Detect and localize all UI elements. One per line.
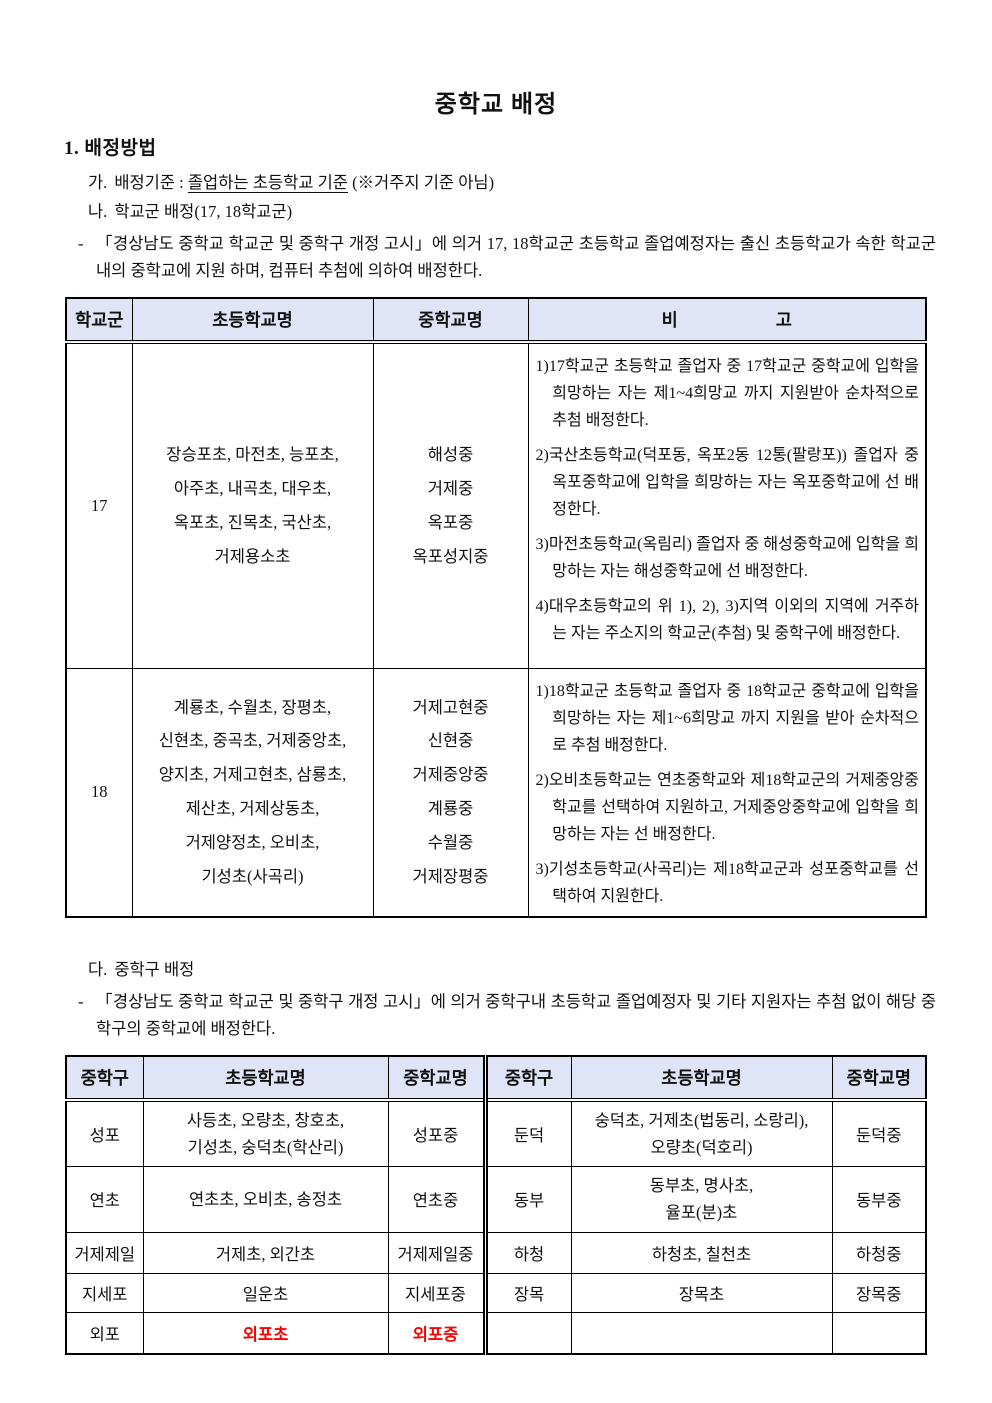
group18-notes-cell: 1)18학교군 초등학교 졸업자 중 18학교군 중학교에 입학을 희망하는 자…: [527, 667, 927, 917]
elementary-cell: 사등초, 오량초, 창호초, 기성초, 숭덕초(학산리): [142, 1099, 389, 1167]
elementary-cell: 거제초, 외간초: [142, 1231, 389, 1274]
table1-header-row: 학교군 초등학교명 중학교명 비 고: [65, 297, 927, 344]
table1-header-elementary: 초등학교명: [131, 297, 374, 344]
district-cell: 연초: [65, 1165, 144, 1233]
middle-cell: 거제제일중: [387, 1231, 486, 1274]
school-group-table: 학교군 초등학교명 중학교명 비 고 17 장승포초, 마전초, 능포초, 아주…: [65, 297, 927, 918]
page-title: 중학교 배정: [434, 92, 558, 118]
middle-cell: 지세포중: [387, 1272, 486, 1313]
table1-header-school-group: 학교군: [65, 297, 133, 344]
group18-middle-cell: 거제고현중 신현중 거제중앙중 계룡중 수월중 거제장평중: [372, 667, 529, 917]
district-cell: 동부: [482, 1165, 572, 1233]
district-cell: 둔덕: [482, 1099, 572, 1167]
table2-row-jisepo-jangmok: 지세포 일운초 지세포중 장목 장목초 장목중: [65, 1272, 927, 1313]
item-ga-label: 가.: [88, 173, 108, 192]
item-na-text: 학교군 배정(17, 18학교군): [114, 202, 293, 221]
district-cell: 거제제일: [65, 1231, 144, 1274]
district-cell: [482, 1311, 572, 1355]
item-na-label: 나.: [88, 202, 108, 221]
table2-header-row: 중학구 초등학교명 중학교명 중학구 초등학교명 중학교명: [65, 1055, 927, 1102]
group17-middle-cell: 해성중 거제중 옥포중 옥포성지중: [372, 341, 529, 669]
table2-header-district-1: 중학구: [65, 1055, 144, 1102]
table1-header-note: 비 고: [527, 297, 927, 344]
note-item: 4)대우초등학교의 위 1), 2), 3)지역 이외의 지역에 거주하는 자는…: [535, 598, 920, 642]
table1-header-note-left: 비: [661, 310, 678, 330]
item-na-detail-text: 「경상남도 중학교 학교군 및 중학구 개정 고시」에 의거 17, 18학교군…: [96, 234, 936, 280]
middle-cell: 연초중: [387, 1165, 486, 1233]
elementary-cell: 숭덕초, 거제초(법동리, 소랑리), 오량초(덕호리): [570, 1099, 833, 1167]
item-na-detail: - 「경상남도 중학교 학교군 및 중학구 개정 고시」에 의거 17, 18학…: [78, 230, 936, 284]
table2-row-oepo: 외포 외포초 외포중: [65, 1311, 927, 1355]
dash-bullet: -: [78, 234, 84, 253]
table2-header-middle-2: 중학교명: [831, 1055, 927, 1102]
elementary-cell-highlighted: 외포초: [142, 1311, 389, 1355]
group18-id-cell: 18: [65, 667, 133, 917]
note-item: 3)마전초등학교(옥림리) 졸업자 중 해성중학교에 입학을 희망하는 자는 해…: [535, 536, 920, 580]
item-ga-suffix: (※거주지 기준 아님): [347, 173, 495, 192]
item-ga-underlined-text: 졸업하는 초등학교 기준: [187, 173, 348, 192]
table2-header-elementary-1: 초등학교명: [142, 1055, 389, 1102]
item-da-text: 중학구 배정: [114, 959, 195, 979]
item-ga: 가. 배정기준 : 졸업하는 초등학교 기준 (※거주지 기준 아님): [88, 169, 992, 196]
item-da: 다. 중학구 배정: [88, 956, 992, 983]
middle-cell: [831, 1311, 927, 1355]
middle-cell: 하청중: [831, 1231, 927, 1274]
dash-bullet: -: [78, 991, 84, 1011]
item-ga-prefix: 배정기준 :: [114, 173, 188, 192]
middle-cell: 동부중: [831, 1165, 927, 1233]
table2-row-yeoncho-dongbu: 연초 연초초, 오비초, 송정초 연초중 동부 동부초, 명사초, 율포(분)초…: [65, 1165, 927, 1233]
table2-header-elementary-2: 초등학교명: [570, 1055, 833, 1102]
table2-row-seongpo-dundeok: 성포 사등초, 오량초, 창호초, 기성초, 숭덕초(학산리) 성포중 둔덕 숭…: [65, 1099, 927, 1167]
middle-cell-highlighted: 외포중: [387, 1311, 486, 1355]
table1-header-note-right: 고: [775, 310, 792, 330]
table2-header-middle-1: 중학교명: [387, 1055, 486, 1102]
district-cell: 성포: [65, 1099, 144, 1167]
elementary-cell: [570, 1311, 833, 1355]
group18-elementary-cell: 계룡초, 수월초, 장평초, 신현초, 중곡초, 거제중앙초, 양지초, 거제고…: [131, 667, 374, 917]
elementary-cell: 하청초, 칠천초: [570, 1231, 833, 1274]
note-item: 2)국산초등학교(덕포동, 옥포2동 12통(팔랑포)) 졸업자 중 옥포중학교…: [535, 447, 920, 518]
table1-row-group18: 18 계룡초, 수월초, 장평초, 신현초, 중곡초, 거제중앙초, 양지초, …: [65, 667, 927, 917]
group17-notes-cell: 1)17학교군 초등학교 졸업자 중 17학교군 중학교에 입학을 희망하는 자…: [527, 341, 927, 669]
table2-row-geojejeil-hacheong: 거제제일 거제초, 외간초 거제제일중 하청 하청초, 칠천초 하청중: [65, 1231, 927, 1274]
item-da-detail-text: 「경상남도 중학교 학교군 및 중학구 개정 고시」에 의거 중학구내 초등학교…: [96, 991, 936, 1038]
elementary-cell: 장목초: [570, 1272, 833, 1313]
middle-cell: 성포중: [387, 1099, 486, 1167]
district-cell: 장목: [482, 1272, 572, 1313]
district-cell: 지세포: [65, 1272, 144, 1313]
elementary-cell: 일운초: [142, 1272, 389, 1313]
elementary-cell: 연초초, 오비초, 송정초: [142, 1165, 389, 1233]
item-da-label: 다.: [88, 959, 108, 979]
table1-header-middle: 중학교명: [372, 297, 529, 344]
group17-id-cell: 17: [65, 341, 133, 669]
table2-header-district-2: 중학구: [482, 1055, 572, 1102]
middle-school-district-table: 중학구 초등학교명 중학교명 중학구 초등학교명 중학교명 성포 사등초, 오량…: [65, 1054, 927, 1356]
item-da-detail: - 「경상남도 중학교 학교군 및 중학구 개정 고시」에 의거 중학구내 초등…: [78, 988, 936, 1042]
note-item: 1)18학교군 초등학교 졸업자 중 18학교군 중학교에 입학을 희망하는 자…: [535, 682, 920, 754]
note-item: 2)오비초등학교는 연초중학교와 제18학교군의 거제중앙중학교를 선택하여 지…: [535, 771, 920, 843]
district-cell: 하청: [482, 1231, 572, 1274]
table1-row-group17: 17 장승포초, 마전초, 능포초, 아주초, 내곡초, 대우초, 옥포초, 진…: [65, 341, 927, 669]
item-na: 나. 학교군 배정(17, 18학교군): [88, 198, 992, 225]
elementary-cell: 동부초, 명사초, 율포(분)초: [570, 1165, 833, 1233]
note-item: 1)17학교군 초등학교 졸업자 중 17학교군 중학교에 입학을 희망하는 자…: [535, 358, 920, 429]
group17-elementary-cell: 장승포초, 마전초, 능포초, 아주초, 내곡초, 대우초, 옥포초, 진목초,…: [131, 341, 374, 669]
section1-heading: 1. 배정방법: [64, 138, 157, 159]
note-item: 3)기성초등학교(사곡리)는 제18학교군과 성포중학교를 선택하여 지원한다.: [535, 860, 920, 905]
district-cell: 외포: [65, 1311, 144, 1355]
middle-cell: 둔덕중: [831, 1099, 927, 1167]
middle-cell: 장목중: [831, 1272, 927, 1313]
